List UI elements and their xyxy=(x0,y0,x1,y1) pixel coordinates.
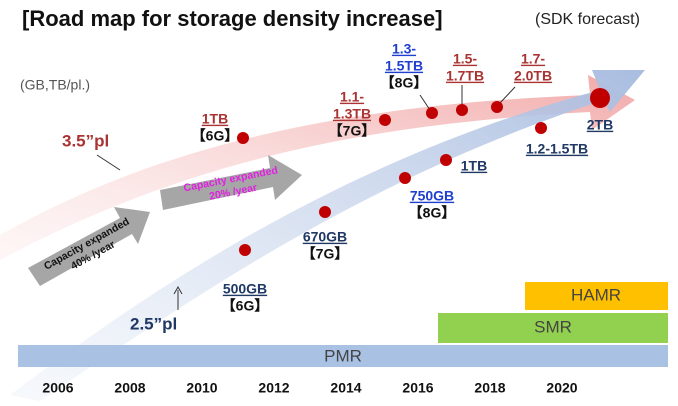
capacity-label: 1.3TB xyxy=(333,106,371,122)
dot xyxy=(456,104,468,116)
year-label: 2016 xyxy=(402,380,433,396)
year-label: 2006 xyxy=(42,380,73,396)
capacity-label: 1TB xyxy=(202,111,228,127)
capacity-label: 1.2-1.5TB xyxy=(526,141,588,157)
year-label: 2010 xyxy=(186,380,217,396)
capacity-label: 【6G】 xyxy=(192,128,239,144)
capacity-label: 1TB xyxy=(461,158,487,174)
dot xyxy=(426,107,438,119)
track-arrow-25 xyxy=(10,70,645,401)
capacity-label: 670GB xyxy=(303,229,347,245)
year-label: 2014 xyxy=(330,380,361,396)
dot xyxy=(239,244,251,256)
pointer xyxy=(499,86,516,104)
capacity-label: 500GB xyxy=(223,281,267,297)
capacity-label: 【8G】 xyxy=(409,205,456,221)
pmr-band xyxy=(18,345,668,367)
capacity-label: 1.5- xyxy=(453,51,477,67)
growth-arrow xyxy=(28,207,150,286)
capacity-label: 1.5TB xyxy=(385,58,423,74)
technology-label: SMR xyxy=(534,317,572,336)
pointer xyxy=(96,154,121,171)
track-label: 2.5”pl xyxy=(130,314,177,333)
capacity-label: 【8G】 xyxy=(381,75,428,91)
subtitle: (SDK forecast) xyxy=(535,11,640,28)
year-label: 2008 xyxy=(114,380,145,396)
capacity-label: 1.1- xyxy=(340,89,364,105)
capacity-label: 1.7- xyxy=(521,51,545,67)
capacity-label: 1.7TB xyxy=(446,68,484,84)
capacity-label: 2TB xyxy=(587,117,613,133)
capacity-label: 1.3- xyxy=(392,41,416,57)
technology-label: HAMR xyxy=(571,285,621,304)
dot xyxy=(399,172,411,184)
year-label: 2020 xyxy=(546,380,577,396)
dot xyxy=(440,154,452,166)
track-label: 3.5”pl xyxy=(62,131,109,150)
hamr-band xyxy=(525,282,668,310)
title: [Road map for storage density increase] xyxy=(22,6,443,31)
dot xyxy=(535,122,547,134)
unit-note: (GB,TB/pl.) xyxy=(20,77,90,93)
year-label: 2018 xyxy=(474,380,505,396)
capacity-label: 750GB xyxy=(410,188,454,204)
year-label: 2012 xyxy=(258,380,289,396)
smr-band xyxy=(438,313,668,343)
pointer xyxy=(173,285,183,295)
pointer xyxy=(419,94,431,111)
technology-label: PMR xyxy=(324,346,362,365)
dot xyxy=(379,114,391,126)
dot xyxy=(237,132,249,144)
capacity-label: 【7G】 xyxy=(302,246,349,262)
capacity-label: 【6G】 xyxy=(222,298,269,314)
dot xyxy=(319,206,331,218)
capacity-label: 2.0TB xyxy=(514,68,552,84)
dot xyxy=(491,101,503,113)
growth-arrow xyxy=(160,155,302,210)
dot xyxy=(590,88,610,108)
capacity-label: 【7G】 xyxy=(329,123,376,139)
